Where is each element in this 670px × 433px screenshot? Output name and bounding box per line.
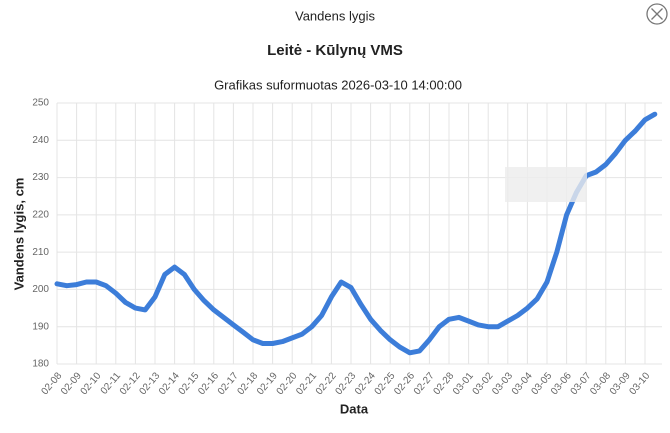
x-tick-label: 02-14	[157, 370, 182, 397]
tooltip-placeholder	[505, 167, 587, 202]
x-tick-label: 02-21	[294, 370, 319, 397]
x-tick-label: 02-17	[216, 370, 241, 397]
x-tick-label: 02-15	[177, 370, 202, 397]
y-tick-label: 190	[32, 321, 49, 332]
x-tick-label: 03-10	[627, 370, 652, 397]
x-tick-label: 02-18	[235, 370, 260, 397]
close-icon[interactable]	[651, 8, 663, 20]
y-tick-label: 220	[32, 209, 49, 220]
dialog-title: Vandens lygis	[295, 8, 375, 23]
y-tick-label: 230	[32, 172, 49, 183]
y-tick-label: 180	[32, 359, 49, 370]
x-tick-label: 02-20	[275, 370, 300, 397]
x-tick-label: 03-07	[569, 370, 594, 397]
data-line	[54, 111, 658, 356]
x-tick-label: 02-08	[39, 370, 64, 397]
x-tick-label: 03-08	[588, 370, 613, 397]
x-tick-label: 03-01	[451, 370, 476, 397]
x-tick-label: 02-13	[137, 370, 162, 397]
x-tick-label: 02-23	[333, 370, 358, 397]
x-tick-label: 03-03	[490, 370, 515, 397]
x-tick-label: 03-02	[471, 370, 496, 397]
x-tick-label: 02-27	[412, 370, 437, 397]
close-button[interactable]	[646, 3, 668, 25]
y-tick-label: 210	[32, 247, 49, 258]
x-tick-label: 03-05	[529, 370, 554, 397]
y-tick-label: 200	[32, 284, 49, 295]
chart-subtitle: Grafikas suformuotas 2026-03-10 14:00:00	[214, 77, 462, 92]
x-tick-label: 02-24	[353, 370, 378, 397]
x-tick-label: 03-06	[549, 370, 574, 397]
x-axis-label: Data	[340, 401, 369, 416]
y-tick-label: 250	[32, 98, 49, 109]
x-tick-label: 02-22	[314, 370, 339, 397]
x-tick-label: 02-19	[255, 370, 280, 397]
x-tick-label: 03-04	[510, 370, 535, 397]
x-tick-label: 02-09	[59, 370, 84, 397]
x-tick-label: 02-16	[196, 370, 221, 397]
x-tick-label: 03-09	[608, 370, 633, 397]
y-axis-label: Vandens lygis, cm	[11, 178, 26, 291]
x-tick-label: 02-28	[431, 370, 456, 397]
x-tick-label: 02-26	[392, 370, 417, 397]
x-tick-label: 02-25	[373, 370, 398, 397]
x-tick-label: 02-10	[79, 370, 104, 397]
x-tick-label: 02-12	[118, 370, 143, 397]
chart-title: Leitė - Kūlynų VMS	[267, 42, 403, 59]
y-tick-label: 240	[32, 135, 49, 146]
